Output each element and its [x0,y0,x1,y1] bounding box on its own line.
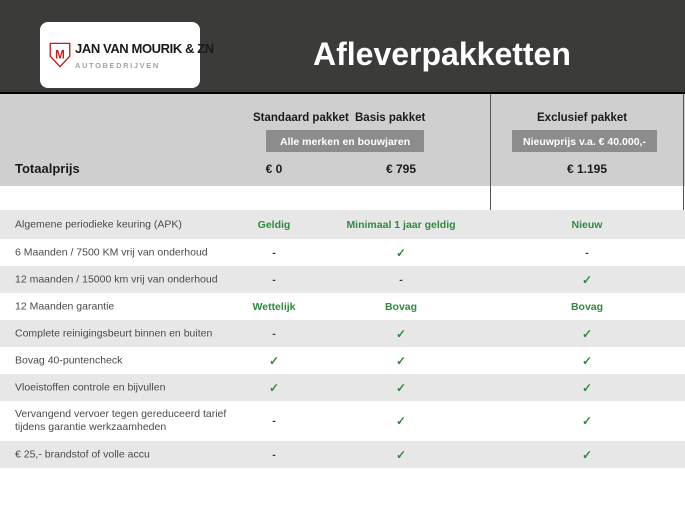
svg-text:M: M [55,49,65,62]
